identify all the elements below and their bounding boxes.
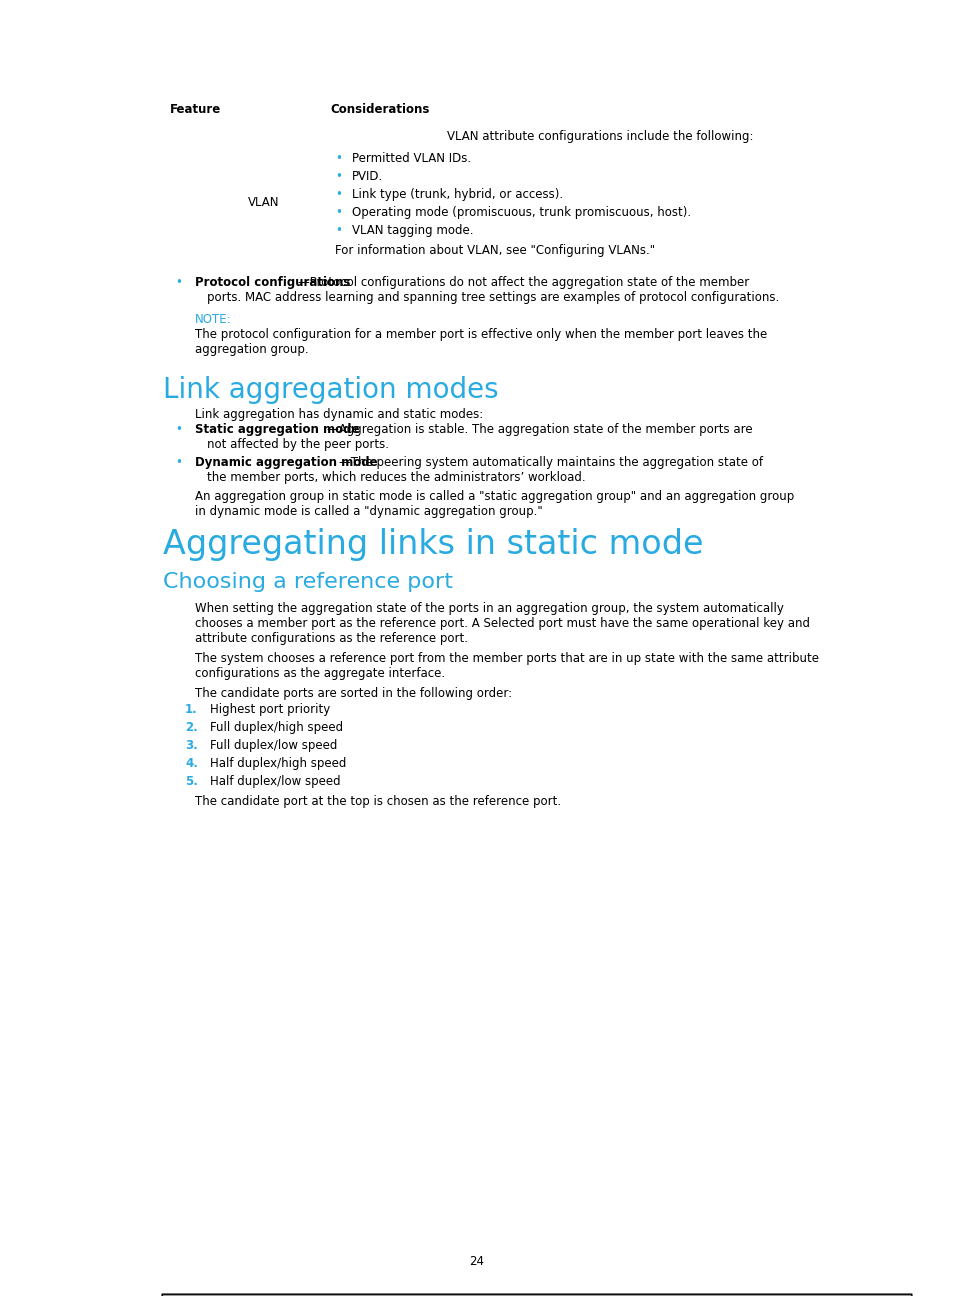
Text: attribute configurations as the reference port.: attribute configurations as the referenc… <box>194 632 468 645</box>
Text: Full duplex/high speed: Full duplex/high speed <box>210 721 343 734</box>
Text: Operating mode (promiscuous, trunk promiscuous, host).: Operating mode (promiscuous, trunk promi… <box>352 206 690 219</box>
Text: Protocol configurations: Protocol configurations <box>194 276 350 289</box>
Text: The protocol configuration for a member port is effective only when the member p: The protocol configuration for a member … <box>194 328 766 341</box>
Text: NOTE:: NOTE: <box>194 314 232 327</box>
Text: •: • <box>335 170 341 183</box>
Text: Link type (trunk, hybrid, or access).: Link type (trunk, hybrid, or access). <box>352 188 562 201</box>
Text: Highest port priority: Highest port priority <box>210 702 330 715</box>
Text: VLAN tagging mode.: VLAN tagging mode. <box>352 224 473 237</box>
Text: Static aggregation mode: Static aggregation mode <box>194 422 359 435</box>
Text: Considerations: Considerations <box>330 102 429 117</box>
Text: aggregation group.: aggregation group. <box>194 343 309 356</box>
Text: 5.: 5. <box>185 775 197 788</box>
Text: 1.: 1. <box>185 702 197 715</box>
Text: •: • <box>174 456 182 469</box>
Text: The candidate port at the top is chosen as the reference port.: The candidate port at the top is chosen … <box>194 794 560 807</box>
Text: An aggregation group in static mode is called a "static aggregation group" and a: An aggregation group in static mode is c… <box>194 490 794 503</box>
Text: —Protocol configurations do not affect the aggregation state of the member: —Protocol configurations do not affect t… <box>297 276 748 289</box>
Text: chooses a member port as the reference port. A Selected port must have the same : chooses a member port as the reference p… <box>194 617 809 630</box>
Text: Aggregating links in static mode: Aggregating links in static mode <box>163 527 702 561</box>
Text: •: • <box>335 206 341 219</box>
Text: VLAN attribute configurations include the following:: VLAN attribute configurations include th… <box>446 130 753 143</box>
Text: •: • <box>174 276 182 289</box>
Text: the member ports, which reduces the administrators’ workload.: the member ports, which reduces the admi… <box>207 470 585 483</box>
Text: PVID.: PVID. <box>352 170 383 183</box>
Text: •: • <box>335 224 341 237</box>
Text: 24: 24 <box>469 1255 484 1267</box>
Text: 4.: 4. <box>185 757 197 770</box>
Text: •: • <box>335 188 341 201</box>
Text: 3.: 3. <box>185 739 197 752</box>
Text: Half duplex/high speed: Half duplex/high speed <box>210 757 346 770</box>
Text: •: • <box>335 152 341 165</box>
Text: 2.: 2. <box>185 721 197 734</box>
Text: Dynamic aggregation mode: Dynamic aggregation mode <box>194 456 377 469</box>
Text: Choosing a reference port: Choosing a reference port <box>163 572 453 592</box>
Text: —Aggregation is stable. The aggregation state of the member ports are: —Aggregation is stable. The aggregation … <box>327 422 752 435</box>
Text: VLAN: VLAN <box>248 196 279 209</box>
Text: Feature: Feature <box>170 102 221 117</box>
Text: configurations as the aggregate interface.: configurations as the aggregate interfac… <box>194 667 445 680</box>
Text: The candidate ports are sorted in the following order:: The candidate ports are sorted in the fo… <box>194 687 512 700</box>
Text: Full duplex/low speed: Full duplex/low speed <box>210 739 337 752</box>
Text: When setting the aggregation state of the ports in an aggregation group, the sys: When setting the aggregation state of th… <box>194 603 783 616</box>
Text: The system chooses a reference port from the member ports that are in up state w: The system chooses a reference port from… <box>194 652 818 665</box>
Text: in dynamic mode is called a "dynamic aggregation group.": in dynamic mode is called a "dynamic agg… <box>194 505 542 518</box>
Text: •: • <box>174 422 182 435</box>
Text: Link aggregation has dynamic and static modes:: Link aggregation has dynamic and static … <box>194 408 483 421</box>
Text: Permitted VLAN IDs.: Permitted VLAN IDs. <box>352 152 471 165</box>
Text: For information about VLAN, see "Configuring VLANs.": For information about VLAN, see "Configu… <box>335 244 655 257</box>
Text: not affected by the peer ports.: not affected by the peer ports. <box>207 438 389 451</box>
Text: Link aggregation modes: Link aggregation modes <box>163 376 498 404</box>
Text: —The peering system automatically maintains the aggregation state of: —The peering system automatically mainta… <box>338 456 762 469</box>
Text: ports. MAC address learning and spanning tree settings are examples of protocol : ports. MAC address learning and spanning… <box>207 292 779 305</box>
Text: Half duplex/low speed: Half duplex/low speed <box>210 775 340 788</box>
